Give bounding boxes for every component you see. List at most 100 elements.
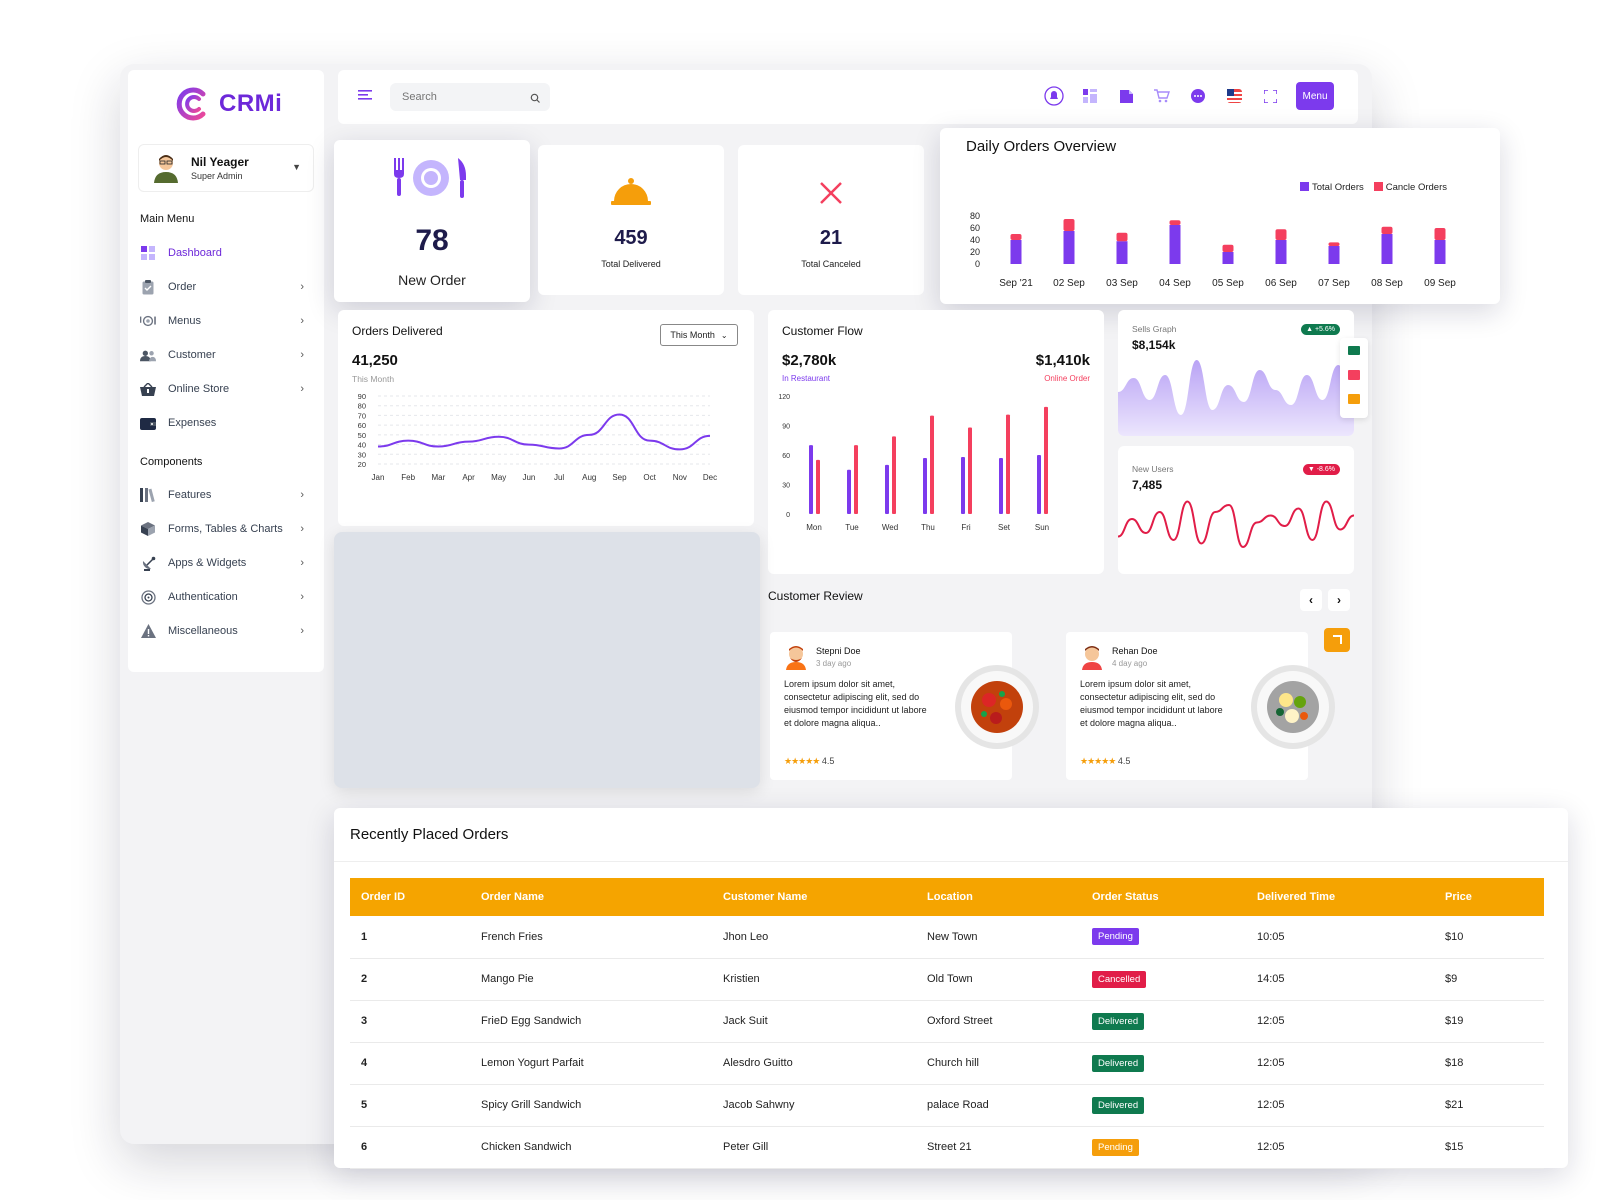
status-badge: Cancelled — [1092, 970, 1147, 988]
sidebar-item-apps-widgets[interactable]: Apps & Widgets › — [140, 552, 312, 574]
y-tick-label: 120 — [778, 394, 790, 401]
x-tick-label: 06 Sep — [1265, 278, 1297, 289]
col-header[interactable]: Order Status — [1092, 891, 1159, 903]
y-tick-label: 30 — [782, 483, 790, 490]
star-rating-icon: ★★★★★ — [784, 756, 820, 766]
chat-icon[interactable] — [1188, 86, 1208, 106]
order-name-cell: Chicken Sandwich — [470, 1126, 712, 1169]
chevron-right-icon: › — [1337, 593, 1341, 607]
clipboard-icon — [140, 279, 156, 295]
y-tick-label: 80 — [358, 402, 366, 411]
chevron-right-icon: › — [300, 523, 304, 535]
col-header[interactable]: Price — [1445, 891, 1472, 903]
search-input[interactable] — [390, 83, 550, 111]
total-orders-bar — [1275, 240, 1287, 264]
online-order-bar — [1006, 414, 1010, 514]
sidebar-item-forms-tables-charts[interactable]: Forms, Tables & Charts › — [140, 518, 312, 540]
status-cell: Delivered — [1081, 1042, 1246, 1085]
status-badge: Delivered — [1092, 1096, 1145, 1114]
menu-button[interactable]: Menu — [1296, 82, 1334, 110]
sidebar-item-order[interactable]: Order › — [140, 276, 312, 298]
total-canceled-label: Total Canceled — [801, 259, 861, 269]
image-icon[interactable] — [1348, 370, 1360, 380]
fullscreen-icon[interactable] — [1260, 86, 1280, 106]
x-tick-label: 07 Sep — [1318, 278, 1350, 289]
y-tick-label: 60 — [358, 421, 366, 430]
col-header[interactable]: Delivered Time — [1257, 891, 1336, 903]
review-card[interactable]: Rehan Doe 4 day ago Lorem ipsum dolor si… — [1066, 632, 1335, 780]
sidebar-item-label: Authentication — [168, 591, 238, 603]
review-card[interactable]: Stepni Doe 3 day ago Lorem ipsum dolor s… — [770, 632, 1039, 780]
cart-icon[interactable] — [1152, 86, 1172, 106]
folder-icon[interactable] — [1348, 394, 1360, 404]
sidebar-item-label: Apps & Widgets — [168, 557, 247, 569]
month-filter-dropdown[interactable]: This Month ⌄ — [660, 324, 738, 346]
profile-card[interactable]: Nil Yeager Super Admin ▼ — [138, 144, 314, 192]
table-row[interactable]: 5 Spicy Grill Sandwich Jacob Sahwny palace … — [350, 1084, 1544, 1127]
x-tick-label: 02 Sep — [1053, 278, 1085, 289]
total-delivered-card: 459 Total Delivered — [538, 145, 724, 295]
daily-orders-legend: Total Orders Cancle Orders — [1300, 182, 1447, 193]
col-header[interactable]: Order Name — [481, 891, 544, 903]
customer-flow-title: Customer Flow — [782, 324, 863, 338]
customer-flow-card: Customer Flow $2,780k In Restaurant $1,4… — [768, 310, 1104, 574]
review-next-button[interactable]: › — [1328, 589, 1350, 611]
col-header[interactable]: Order ID — [361, 891, 406, 903]
table-row[interactable]: 3 FrieD Egg Sandwich Jack Suit Oxford Stree… — [350, 1000, 1544, 1043]
legend-item: Cancle Orders — [1373, 182, 1447, 193]
reviewer-avatar — [786, 646, 806, 670]
x-tick-label: Mar — [431, 473, 445, 482]
x-tick-label: Thu — [921, 523, 935, 532]
apps-grid-icon[interactable] — [1080, 86, 1100, 106]
y-tick-label: 90 — [782, 424, 790, 431]
table-row[interactable]: 1 French Fries Jhon Leo New Town Pending 10:0… — [350, 916, 1544, 959]
sidebar-item-label: Dashboard — [168, 247, 222, 259]
table-row[interactable]: 2 Mango Pie Kristien Old Town Cancelled 14:05… — [350, 958, 1544, 1001]
caret-down-icon[interactable]: ▼ — [292, 162, 301, 172]
table-row[interactable]: 6 Chicken Sandwich Peter Gill Street 21 Pend… — [350, 1126, 1544, 1169]
review-prev-button[interactable]: ‹ — [1300, 589, 1322, 611]
order-name-cell: French Fries — [470, 916, 712, 959]
money-icon[interactable] — [1348, 346, 1360, 355]
sidebar-item-expenses[interactable]: Expenses — [140, 412, 312, 434]
fingerprint-icon — [140, 589, 156, 605]
review-text: Lorem ipsum dolor sit amet, consectetur … — [1080, 679, 1223, 728]
in-restaurant-bar — [1037, 455, 1041, 514]
plate-icon — [140, 313, 156, 329]
hamburger-icon[interactable] — [358, 88, 372, 106]
sells-growth-badge: ▲ +5.6% — [1301, 324, 1340, 335]
sidebar-item-online-store[interactable]: Online Store › — [140, 378, 312, 400]
notification-bell-icon[interactable] — [1044, 86, 1064, 106]
document-icon[interactable] — [1116, 86, 1136, 106]
sidebar-item-customer[interactable]: Customer › — [140, 344, 312, 366]
sidebar-item-dashboard[interactable]: Dashboard — [140, 242, 312, 264]
orange-action-button[interactable] — [1324, 628, 1350, 652]
col-header[interactable]: Customer Name — [723, 891, 808, 903]
sidebar-item-menus[interactable]: Menus › — [140, 310, 312, 332]
cancel-orders-bar — [1010, 234, 1022, 240]
y-tick-label: 70 — [358, 411, 366, 420]
total-orders-bar — [1222, 252, 1234, 264]
delivered-time-cell: 12:05 — [1246, 1084, 1434, 1127]
food-dish-image — [955, 665, 1039, 749]
sidebar-item-authentication[interactable]: Authentication › — [140, 586, 312, 608]
in-restaurant-value: $2,780k — [782, 352, 837, 369]
search-icon[interactable] — [530, 90, 540, 108]
profile-role: Super Admin — [191, 171, 243, 181]
chevron-right-icon: › — [300, 625, 304, 637]
x-tick-label: Apr — [462, 473, 475, 482]
us-flag-icon[interactable] — [1224, 86, 1244, 106]
col-header[interactable]: Location — [927, 891, 973, 903]
x-tick-label: Jul — [554, 473, 564, 482]
online-order-value: $1,410k — [1035, 352, 1090, 369]
sells-graph-title: Sells Graph — [1132, 324, 1177, 334]
app-name: CRMi — [219, 90, 283, 117]
sidebar-item-features[interactable]: Features › — [140, 484, 312, 506]
customer-name-cell: Jhon Leo — [712, 916, 916, 959]
app-logo[interactable]: CRMi — [173, 84, 282, 124]
review-time: 3 day ago — [816, 659, 852, 668]
sidebar-item-miscellaneous[interactable]: Miscellaneous › — [140, 620, 312, 642]
x-tick-label: Sun — [1035, 523, 1049, 532]
table-row[interactable]: 4 Lemon Yogurt Parfait Alesdro Guitto Churc… — [350, 1042, 1544, 1085]
y-tick-label: 90 — [358, 392, 366, 401]
